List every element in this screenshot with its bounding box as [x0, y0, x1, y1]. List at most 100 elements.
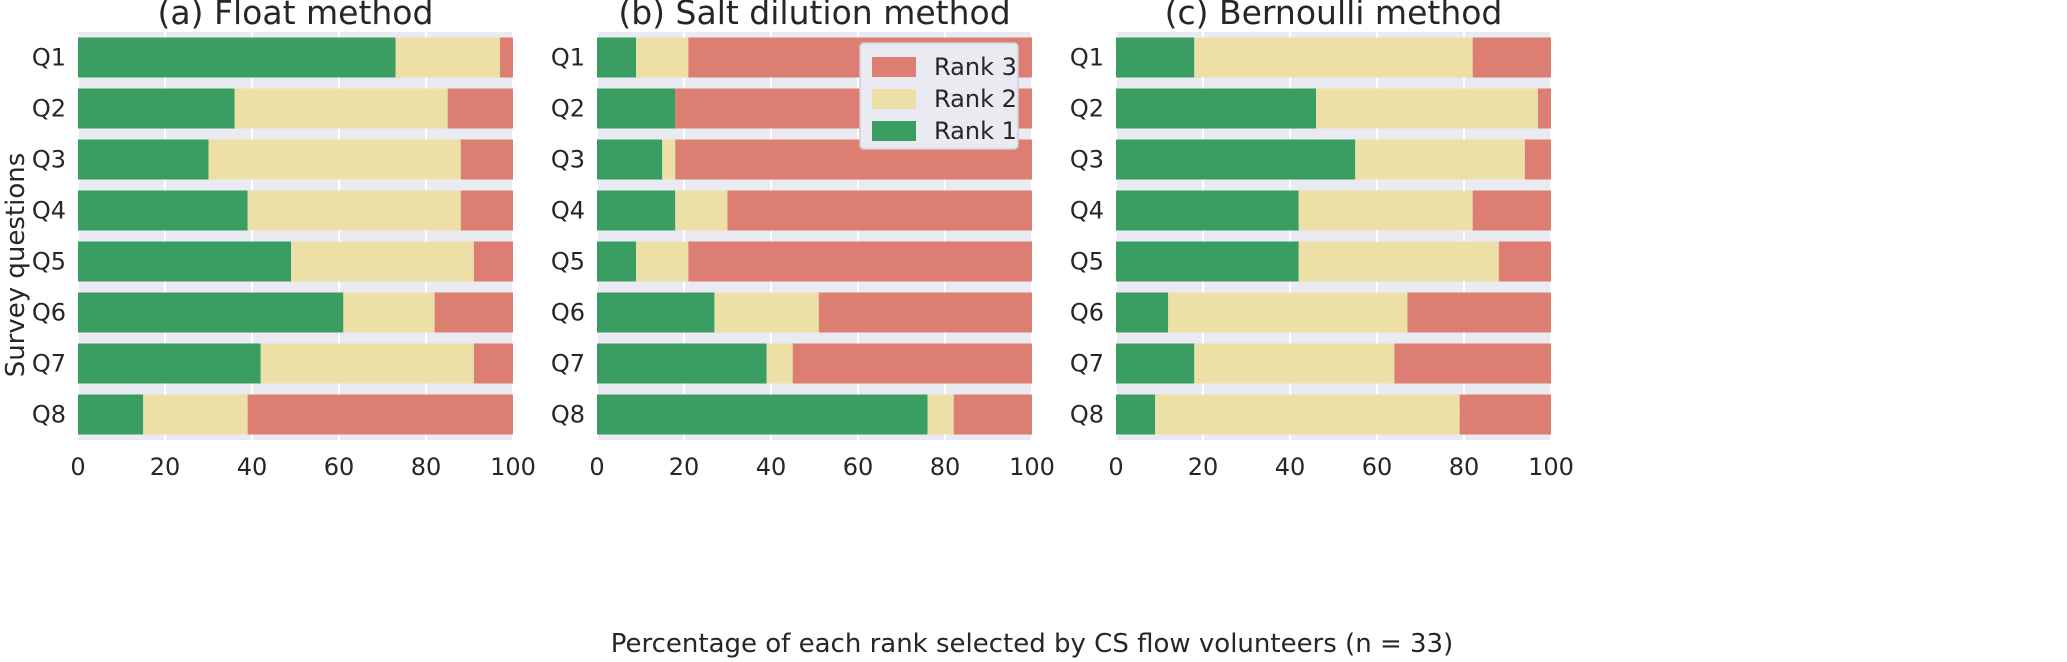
y-tick-label: Q4 [1070, 197, 1104, 225]
panel-3: Q1 Q2 Q3 Q4 Q5 Q6 Q7 Q80 20 40 60 80 100 (c) Bernoull… [1070, 0, 1574, 481]
bar-q7-rank-2 [1194, 343, 1395, 384]
bar-q1-rank-1 [597, 37, 637, 78]
bar-q8-rank-3 [1459, 394, 1551, 435]
bar-q8-rank-1 [78, 394, 144, 435]
y-tick-label: Q8 [551, 401, 585, 429]
x-tick-label: 20 [1188, 453, 1219, 481]
x-tick-label: 80 [411, 453, 442, 481]
y-tick-label: Q5 [551, 248, 585, 276]
x-tick-label: 0 [589, 453, 604, 481]
y-tick-label: Q2 [551, 95, 585, 123]
bar-q2-rank-1 [1116, 88, 1317, 129]
bar-q7-rank-3 [792, 343, 1032, 384]
y-tick-label: Q6 [32, 299, 66, 327]
bar-q5-rank-2 [636, 241, 689, 282]
y-tick-label: Q1 [551, 44, 585, 72]
x-tick-label: 40 [756, 453, 787, 481]
bar-q4-rank-1 [1116, 190, 1299, 231]
bar-q5-rank-3 [1498, 241, 1551, 282]
bar-q4-rank-3 [727, 190, 1032, 231]
bar-q5-rank-1 [597, 241, 637, 282]
y-tick-label: Q6 [551, 299, 585, 327]
bar-q7-rank-2 [260, 343, 474, 384]
bar-q7-rank-1 [78, 343, 261, 384]
y-tick-label: Q3 [551, 146, 585, 174]
y-tick-label: Q5 [32, 248, 66, 276]
x-tick-label: 100 [1528, 453, 1574, 481]
bar-q5-rank-3 [473, 241, 513, 282]
legend-swatch-rank-3 [872, 57, 916, 77]
bar-q3-rank-2 [1355, 139, 1525, 180]
bar-q6-rank-2 [343, 292, 435, 333]
x-tick-label: 60 [1362, 453, 1393, 481]
bar-q7-rank-3 [1394, 343, 1551, 384]
y-tick-label: Q8 [32, 401, 66, 429]
bar-q3-rank-3 [1524, 139, 1551, 180]
bar-q3-rank-2 [208, 139, 461, 180]
panel-1: Q1 Q2 Q3 Q4 Q5 Q6 Q7 Q80 20 40 60 80 100 (a) Float me… [32, 0, 536, 481]
bar-q8-rank-3 [247, 394, 513, 435]
y-tick-label: Q3 [1070, 146, 1104, 174]
legend-label: Rank 1 [934, 117, 1017, 145]
bar-q2-rank-1 [597, 88, 676, 129]
x-tick-label: 40 [1275, 453, 1306, 481]
bar-q4-rank-3 [460, 190, 513, 231]
panel-title: (c) Bernoulli method [1165, 0, 1503, 32]
x-tick-label: 100 [1009, 453, 1055, 481]
bar-q3-rank-3 [460, 139, 513, 180]
bar-q4-rank-3 [1472, 190, 1551, 231]
bar-q8-rank-1 [1116, 394, 1156, 435]
bar-q6-rank-3 [434, 292, 513, 333]
bar-q6-rank-1 [78, 292, 344, 333]
bar-q8-rank-1 [597, 394, 928, 435]
bar-q4-rank-1 [78, 190, 248, 231]
bar-q6-rank-2 [714, 292, 819, 333]
x-tick-label: 80 [930, 453, 961, 481]
bar-q4-rank-2 [675, 190, 728, 231]
legend: Rank 3 Rank 2 Rank 1 [859, 42, 1019, 150]
bar-q3-rank-1 [597, 139, 663, 180]
bar-q3-rank-1 [78, 139, 209, 180]
bar-q6-rank-3 [1407, 292, 1551, 333]
bar-q6-rank-1 [597, 292, 715, 333]
x-tick-label: 100 [490, 453, 536, 481]
x-tick-label: 60 [324, 453, 355, 481]
bar-q8-rank-2 [927, 394, 954, 435]
bar-q4-rank-2 [247, 190, 461, 231]
bar-q2-rank-2 [1316, 88, 1538, 129]
bar-q1-rank-3 [499, 37, 513, 78]
bar-q7-rank-3 [473, 343, 513, 384]
bar-q1-rank-2 [636, 37, 689, 78]
bar-q2-rank-3 [447, 88, 513, 129]
y-tick-label: Q4 [551, 197, 585, 225]
y-tick-label: Q6 [1070, 299, 1104, 327]
bar-q8-rank-2 [1155, 394, 1460, 435]
y-tick-label: Q7 [32, 350, 66, 378]
x-tick-label: 0 [1108, 453, 1123, 481]
bar-q6-rank-2 [1168, 292, 1408, 333]
bar-q7-rank-1 [1116, 343, 1195, 384]
panel-title: (a) Float method [158, 0, 434, 32]
y-tick-label: Q2 [32, 95, 66, 123]
y-tick-label: Q4 [32, 197, 66, 225]
x-tick-label: 20 [669, 453, 700, 481]
y-tick-label: Q8 [1070, 401, 1104, 429]
y-tick-label: Q1 [32, 44, 66, 72]
legend-swatch-rank-1 [872, 121, 916, 141]
bar-q5-rank-2 [1298, 241, 1499, 282]
legend-swatch-rank-2 [872, 89, 916, 109]
bar-q3-rank-2 [662, 139, 676, 180]
y-tick-label: Q5 [1070, 248, 1104, 276]
bar-q1-rank-1 [1116, 37, 1195, 78]
legend-label: Rank 3 [934, 53, 1017, 81]
bar-q1-rank-3 [1472, 37, 1551, 78]
bar-q7-rank-2 [766, 343, 793, 384]
bar-q2-rank-2 [234, 88, 448, 129]
bar-q2-rank-1 [78, 88, 235, 129]
x-tick-label: 20 [150, 453, 181, 481]
bar-q7-rank-1 [597, 343, 767, 384]
bar-q4-rank-1 [597, 190, 676, 231]
y-tick-label: Q3 [32, 146, 66, 174]
